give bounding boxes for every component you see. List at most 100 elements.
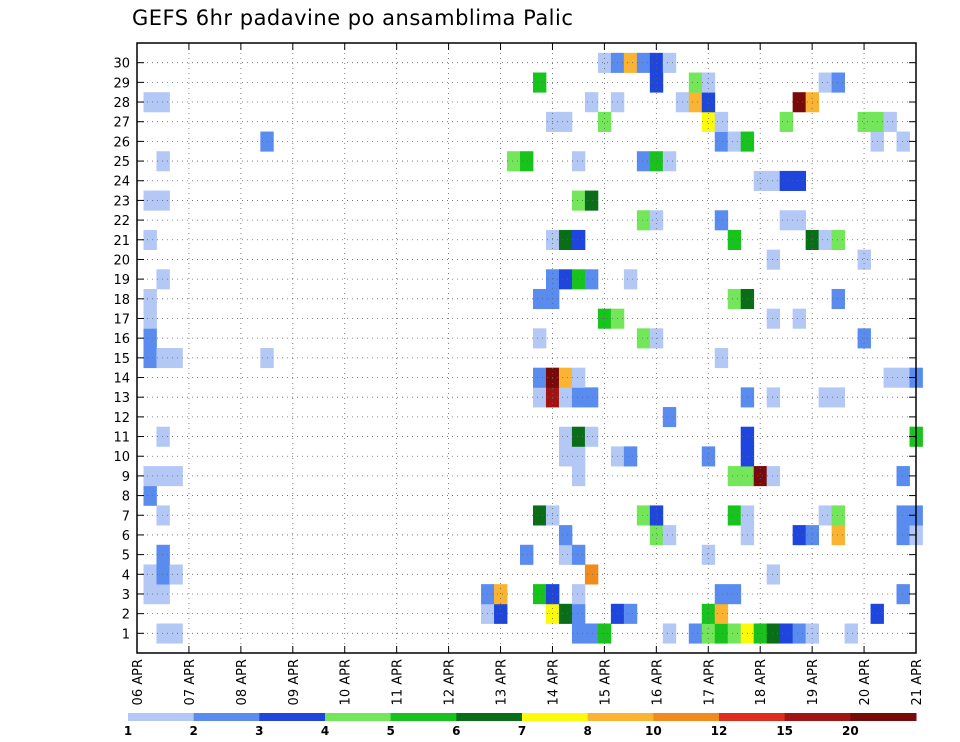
x-tick-label: 13 APR <box>495 659 510 705</box>
x-tick-label: 10 APR <box>339 659 354 705</box>
heatmap-cell <box>143 348 157 369</box>
heatmap-cell <box>143 308 157 329</box>
heatmap-cell <box>156 623 170 644</box>
heatmap-cell <box>753 466 768 487</box>
heatmap-cell <box>727 505 742 526</box>
heatmap-cell <box>143 92 157 113</box>
heatmap-cell <box>714 603 729 624</box>
heatmap-cell <box>753 170 768 191</box>
heatmap-cell <box>156 544 170 565</box>
heatmap-cell <box>636 210 651 231</box>
y-tick-label: 3 <box>122 588 130 603</box>
x-tick-label: 14 APR <box>546 659 561 705</box>
heatmap-cell <box>727 584 742 605</box>
heatmap-cell <box>636 328 651 349</box>
heatmap-cell <box>156 584 170 605</box>
heatmap-cell <box>714 623 729 644</box>
heatmap-cell <box>766 623 781 644</box>
heatmap-cell <box>558 111 573 132</box>
x-tick-label: 11 APR <box>391 659 406 705</box>
heatmap-cell <box>766 170 781 191</box>
heatmap-cell <box>169 466 183 487</box>
x-tick-label: 16 APR <box>650 659 665 705</box>
heatmap-cell <box>571 544 586 565</box>
heatmap-cell <box>571 229 586 251</box>
heatmap-cell <box>896 466 910 487</box>
x-tick-label: 08 APR <box>235 659 250 705</box>
colorbar-label: 10 <box>645 724 662 738</box>
heatmap-cell <box>688 623 703 644</box>
heatmap-cell <box>623 446 638 467</box>
y-tick-label: 14 <box>113 372 130 387</box>
x-tick-label: 06 APR <box>131 659 146 705</box>
heatmap-cell <box>792 170 807 191</box>
grid-lines <box>137 43 916 653</box>
y-tick-label: 16 <box>113 332 130 347</box>
y-tick-label: 22 <box>113 214 130 229</box>
y-tick-label: 5 <box>122 549 130 564</box>
heatmap-cell <box>532 505 547 526</box>
colorbar-label: 15 <box>776 724 793 738</box>
heatmap-cell <box>701 446 716 467</box>
heatmap-cell <box>688 92 703 113</box>
heatmap-cell <box>584 564 599 585</box>
heatmap-cell <box>649 210 664 231</box>
heatmap-cell <box>714 348 729 369</box>
heatmap-cell <box>662 52 677 73</box>
heatmap-cell <box>143 288 157 310</box>
heatmap-cell <box>896 584 910 605</box>
y-tick-label: 1 <box>122 627 130 642</box>
y-tick-label: 18 <box>113 293 130 308</box>
heatmap-cell <box>766 466 781 487</box>
heatmap-cell <box>766 308 781 329</box>
heatmap-cell <box>584 387 599 408</box>
heatmap-cell <box>727 229 742 251</box>
heatmap-cell <box>532 72 547 93</box>
colorbar-segment <box>390 713 457 721</box>
heatmap-cell <box>883 367 897 388</box>
heatmap-cell <box>571 190 586 211</box>
heatmap-cell <box>558 603 573 624</box>
heatmap-cell <box>727 466 742 487</box>
heatmap-cell <box>766 387 781 408</box>
heatmap-cell <box>494 584 508 605</box>
y-tick-label: 8 <box>122 490 130 505</box>
heatmap-cell <box>571 367 586 388</box>
heatmap-cell <box>766 564 781 585</box>
colorbar-label: 8 <box>583 724 591 738</box>
heatmap-cell <box>597 111 612 132</box>
heatmap-cell <box>662 151 677 172</box>
heatmap-cell <box>662 407 677 428</box>
heatmap-cell <box>156 426 170 447</box>
heatmap-cell <box>623 603 638 624</box>
y-tick-label: 27 <box>113 116 130 131</box>
heatmap-cell <box>896 525 910 546</box>
heatmap-cell <box>532 584 547 605</box>
x-tick-label: 12 APR <box>443 659 458 705</box>
heatmap-cell <box>156 348 170 369</box>
y-axis: 1234567891011121314151617181920212223242… <box>113 57 916 642</box>
heatmap-cell <box>571 603 586 624</box>
x-tick-label: 17 APR <box>702 659 717 705</box>
heatmap-cell <box>571 151 586 172</box>
y-tick-label: 25 <box>113 155 130 170</box>
heatmap-cell <box>727 288 742 310</box>
heatmap-cell <box>857 249 871 270</box>
heatmap-cell <box>571 269 586 290</box>
heatmap-cell <box>792 308 807 329</box>
heatmap-cell <box>143 190 157 211</box>
colorbar-segment <box>193 713 260 721</box>
heatmap-cell <box>792 623 807 644</box>
y-tick-label: 13 <box>113 391 130 406</box>
heatmap-cell <box>636 151 651 172</box>
heatmap-cell <box>558 525 573 546</box>
heatmap-cell <box>532 387 547 408</box>
heatmap-cell <box>714 111 729 132</box>
y-tick-label: 30 <box>113 57 130 72</box>
heatmap-cell <box>507 151 521 172</box>
colorbar-label: 5 <box>386 724 394 738</box>
colorbar-label: 7 <box>518 724 526 738</box>
heatmap-cell <box>156 151 170 172</box>
colorbar-label: 1 <box>124 724 132 738</box>
heatmap-cell <box>688 72 703 93</box>
